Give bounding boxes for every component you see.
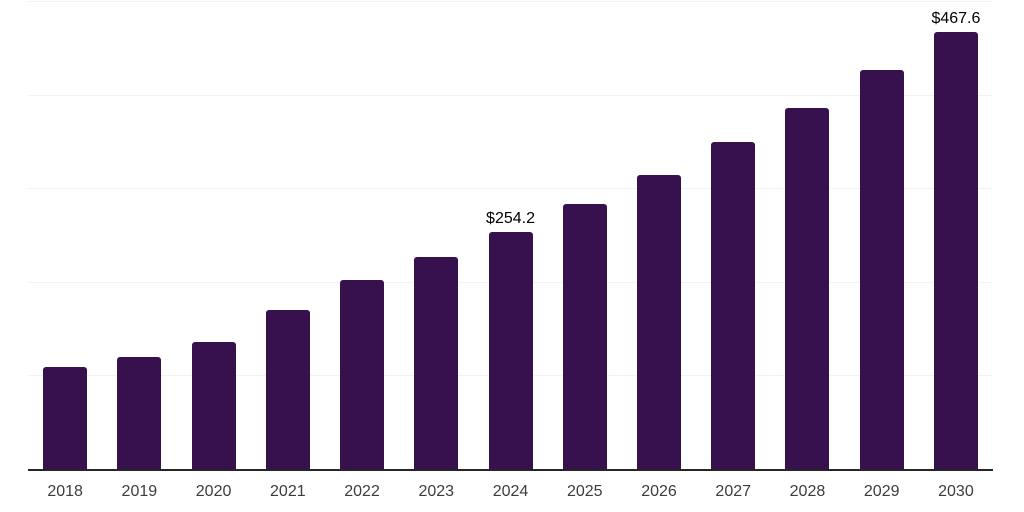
bar-2019 [117, 356, 162, 470]
bar-band-2019: 2019 [102, 2, 176, 500]
bar-2026 [636, 175, 681, 470]
x-tick-label-2024: 2024 [492, 483, 529, 500]
bar-2025 [562, 204, 607, 470]
x-tick-label-2029: 2029 [863, 483, 900, 500]
gridline-400 [28, 94, 993, 96]
bar-band-2025: 2025 [548, 2, 622, 500]
x-tick-label-2023: 2023 [418, 483, 455, 500]
bar-band-2018: 2018 [28, 2, 102, 500]
bar-band-2022: 2022 [325, 2, 399, 500]
x-tick-label-2019: 2019 [121, 483, 158, 500]
bar-2028 [785, 107, 830, 470]
data-label-2030: $467.6 [931, 10, 981, 28]
x-tick-label-2026: 2026 [641, 483, 677, 500]
bar-band-2023: 2023 [399, 2, 473, 500]
x-tick-label-2027: 2027 [715, 483, 752, 500]
x-tick-label-2030: 2030 [938, 483, 974, 500]
bar-2023 [414, 256, 459, 470]
bar-band-2026: 2026 [622, 2, 696, 500]
bar-band-2029: 2029 [845, 2, 919, 500]
x-tick-label-2018: 2018 [47, 483, 83, 500]
x-tick-label-2022: 2022 [344, 483, 380, 500]
bar-2027 [711, 142, 756, 470]
bar-2018 [43, 367, 88, 470]
bar-2029 [859, 70, 904, 470]
bar-band-2027: 2027 [696, 2, 770, 500]
bar-band-2030: $467.6 2030 [919, 2, 993, 500]
bar-2030 [933, 32, 978, 470]
gridline-300 [28, 188, 993, 190]
plot-area: 2018 2019 2020 2021 2022 2023 $254.2 2024 2025 20… [28, 1, 993, 500]
bar-2022 [340, 280, 385, 470]
bar-2021 [265, 309, 310, 470]
bar-band-2028: 2028 [770, 2, 844, 500]
x-tick-label-2021: 2021 [270, 483, 306, 500]
x-tick-label-2025: 2025 [566, 483, 603, 500]
x-tick-label-2028: 2028 [789, 483, 826, 500]
x-axis-line [28, 469, 993, 471]
gridline-500 [28, 1, 993, 2]
data-label-2024: $254.2 [486, 210, 535, 228]
bar-band-2021: 2021 [251, 2, 325, 500]
bar-bands: 2018 2019 2020 2021 2022 2023 $254.2 2024 2025 20… [28, 2, 993, 500]
bar-2024 [488, 232, 533, 470]
bar-band-2020: 2020 [176, 2, 250, 500]
x-tick-label-2020: 2020 [195, 483, 232, 500]
bar-2020 [191, 341, 236, 470]
bar-band-2024: $254.2 2024 [473, 2, 547, 500]
